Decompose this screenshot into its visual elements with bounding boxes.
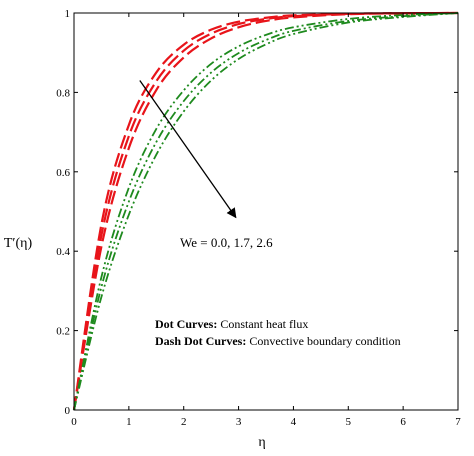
y-tick-label: 0.4 xyxy=(56,246,70,258)
legend-bold-1: Dot Curves: xyxy=(155,317,217,331)
legend: Dot Curves: Constant heat flux Dash Dot … xyxy=(155,317,401,348)
legend-text-1: Constant heat flux xyxy=(217,317,308,331)
series-line-4 xyxy=(73,12,459,411)
y-tick-label: 0 xyxy=(65,405,71,417)
we-annotation: We = 0.0, 1.7, 2.6 xyxy=(180,235,273,250)
y-tick-label: 1 xyxy=(65,8,71,20)
series-line-3 xyxy=(72,11,459,411)
we-direction-arrow xyxy=(139,80,237,219)
series-line-1 xyxy=(72,11,459,411)
x-tick-label: 2 xyxy=(181,416,187,428)
x-tick-label: 1 xyxy=(126,416,132,428)
x-tick-label: 6 xyxy=(400,416,406,428)
x-tick-label: 0 xyxy=(71,416,77,428)
x-tick-label: 5 xyxy=(346,416,352,428)
legend-text-2: Convective boundary condition xyxy=(246,334,400,348)
plot-series-group xyxy=(72,11,459,411)
x-tick-label: 3 xyxy=(236,416,242,428)
series-line-2 xyxy=(72,11,459,411)
legend-bold-2: Dash Dot Curves: xyxy=(155,334,246,348)
tick-group: 0 1 2 3 4 5 6 7 0 0.2 0.4 0.6 0.8 1 xyxy=(56,8,461,428)
series-line-5 xyxy=(73,12,459,411)
legend-entry-convective: Dash Dot Curves: Convective boundary con… xyxy=(155,334,401,348)
x-tick-label: 4 xyxy=(291,416,297,428)
y-tick-label: 0.8 xyxy=(56,87,70,99)
y-axis-title: T′(η) xyxy=(4,236,33,251)
y-tick-label: 0.2 xyxy=(56,326,70,338)
y-tick-label: 0.6 xyxy=(56,167,70,179)
series-line-6 xyxy=(73,12,459,411)
axes-frame xyxy=(73,12,459,411)
x-axis-title: η xyxy=(258,435,265,450)
plot-frame xyxy=(73,12,459,411)
x-tick-label: 7 xyxy=(455,416,461,428)
legend-entry-constant-heat-flux: Dot Curves: Constant heat flux xyxy=(155,317,308,331)
